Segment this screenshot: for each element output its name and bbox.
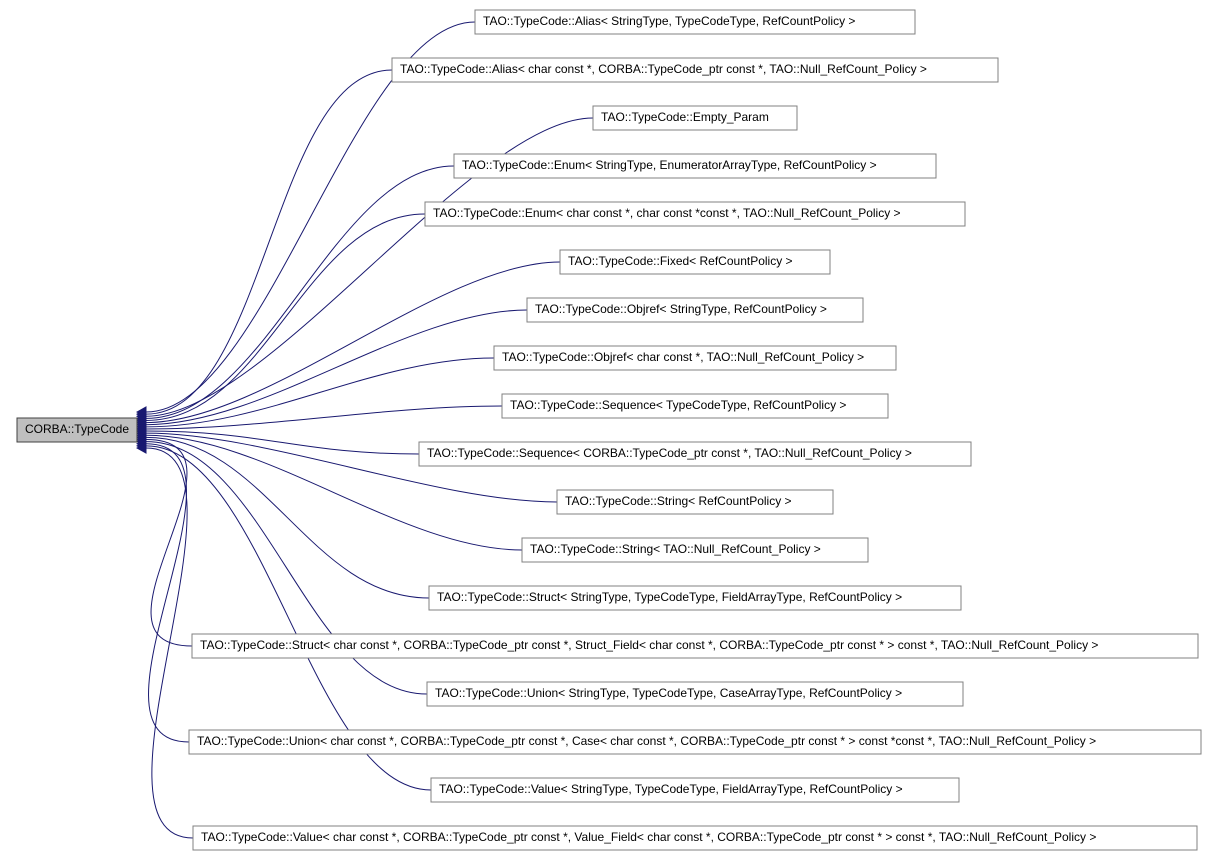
derived-class-label: TAO::TypeCode::Alias< char const *, CORB… <box>400 62 927 76</box>
inheritance-edge <box>146 310 527 425</box>
derived-class-label: TAO::TypeCode::Struct< char const *, COR… <box>200 638 1098 652</box>
derived-class-label: TAO::TypeCode::Union< StringType, TypeCo… <box>435 686 902 700</box>
derived-class-label: TAO::TypeCode::Objref< char const *, TAO… <box>502 350 864 364</box>
inheritance-edge <box>146 262 560 423</box>
derived-class-label: TAO::TypeCode::Struct< StringType, TypeC… <box>437 590 902 604</box>
derived-class-label: TAO::TypeCode::Enum< char const *, char … <box>433 206 901 220</box>
derived-class-label: TAO::TypeCode::Objref< StringType, RefCo… <box>535 302 827 316</box>
inheritance-edge <box>146 358 494 427</box>
derived-class-label: TAO::TypeCode::Sequence< CORBA::TypeCode… <box>427 446 912 460</box>
inheritance-diagram: CORBA::TypeCode TAO::TypeCode::Alias< Str… <box>0 0 1211 861</box>
inheritance-edge <box>146 70 392 414</box>
derived-class-label: TAO::TypeCode::Value< StringType, TypeCo… <box>439 782 903 796</box>
inheritance-edge <box>146 166 454 418</box>
root-class-label: CORBA::TypeCode <box>25 422 129 436</box>
derived-class-label: TAO::TypeCode::Value< char const *, CORB… <box>201 830 1096 844</box>
derived-class-label: TAO::TypeCode::Empty_Param <box>601 110 769 124</box>
derived-class-label: TAO::TypeCode::String< RefCountPolicy > <box>565 494 792 508</box>
inheritance-edge <box>146 431 419 454</box>
derived-class-label: TAO::TypeCode::Alias< StringType, TypeCo… <box>483 14 855 28</box>
derived-class-label: TAO::TypeCode::Union< char const *, CORB… <box>197 734 1096 748</box>
derived-class-label: TAO::TypeCode::String< TAO::Null_RefCoun… <box>530 542 821 556</box>
derived-class-label: TAO::TypeCode::Enum< StringType, Enumera… <box>462 158 877 172</box>
derived-class-label: TAO::TypeCode::Sequence< TypeCodeType, R… <box>510 398 846 412</box>
derived-class-label: TAO::TypeCode::Fixed< RefCountPolicy > <box>568 254 793 268</box>
inheritance-edge <box>146 444 189 742</box>
inheritance-edge <box>146 406 502 429</box>
